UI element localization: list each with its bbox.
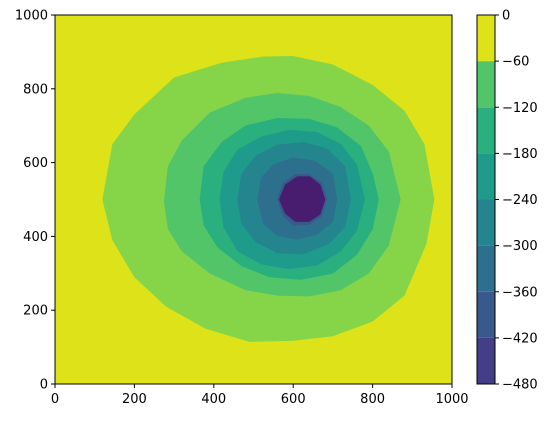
x-tick-label: 1000 [435,392,468,407]
colorbar-band [477,291,495,338]
y-tick-label: 0 [40,378,48,393]
colorbar-tick-label: −300 [502,239,538,254]
colorbar-band [477,15,495,62]
x-tick-label: 200 [122,392,147,407]
plot-area [55,15,452,384]
y-tick-label: 1000 [15,9,48,24]
colorbar-band [477,153,495,200]
x-tick-label: 400 [201,392,226,407]
x-tick-label: 0 [51,392,59,407]
x-tick-label: 600 [281,392,306,407]
colorbar-band [477,245,495,292]
x-axis: 0 200 400 600 800 1000 [51,384,469,407]
colorbar-tick-label: −60 [502,55,529,70]
colorbar-band [477,61,495,108]
y-tick-label: 200 [23,304,48,319]
y-tick-label: 800 [23,82,48,97]
colorbar-band [477,107,495,154]
y-axis: 0 200 400 600 800 1000 [15,9,55,393]
colorbar-tick-label: −240 [502,193,538,208]
colorbar-tick-label: 0 [502,9,510,24]
colorbar-tick-label: −180 [502,147,538,162]
colorbar-tick-label: −420 [502,331,538,346]
colorbar-tick-label: −360 [502,285,538,300]
x-tick-label: 800 [360,392,385,407]
y-tick-label: 400 [23,230,48,245]
colorbar-band [477,199,495,246]
colorbar: 0 −60 −120 −180 −240 −300 −360 −420 −480 [476,9,538,393]
contour-band-minimum [279,176,326,222]
colorbar-tick-label: −120 [502,101,538,116]
y-tick-label: 600 [23,156,48,171]
colorbar-band [477,337,495,384]
plot-frame [54,14,453,385]
colorbar-tick-label: −480 [502,378,538,393]
